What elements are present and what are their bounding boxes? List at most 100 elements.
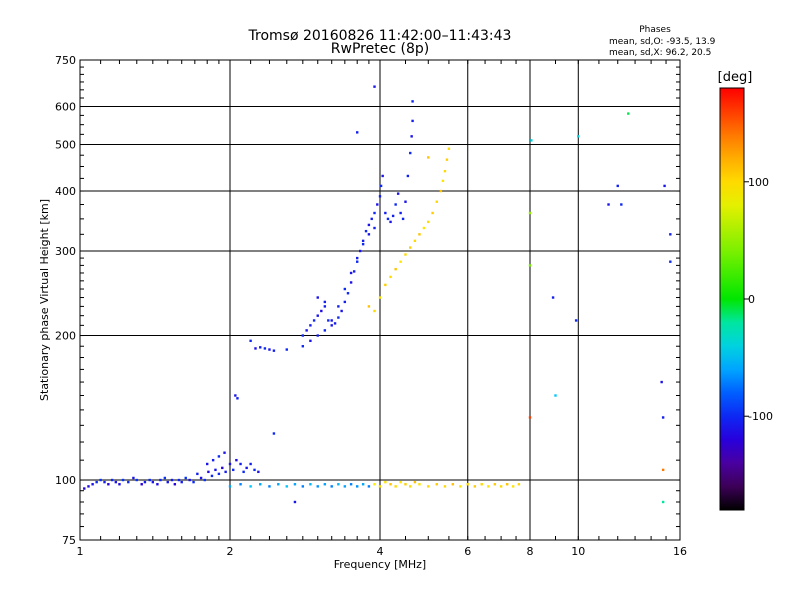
data-point [358,249,362,253]
data-point [203,478,206,482]
data-point [427,220,430,224]
data-point [373,211,376,215]
data-point [95,480,98,484]
data-point [384,283,387,287]
x-tick-label: 4 [377,545,384,558]
x-tick-label: 2 [227,545,234,558]
data-point [228,485,232,488]
data-point [343,287,347,291]
data-point [259,483,262,486]
data-point [551,296,555,299]
data-point [253,468,256,472]
data-point [391,214,395,218]
x-axis-label: Frequency [MHz] [334,558,426,571]
stats-header: Phases [639,25,671,35]
data-point [214,468,217,472]
data-point [466,483,469,486]
data-point [312,319,316,322]
data-point [389,220,392,224]
y-tick-label: 600 [55,101,76,114]
data-point [574,319,578,322]
data-point [364,229,368,233]
x-tick-label: 8 [527,545,534,558]
data-point [418,483,421,486]
data-point [343,300,347,304]
data-point [337,483,340,486]
data-point [140,483,143,486]
data-point [337,305,340,308]
data-point [305,329,308,332]
data-point [159,478,162,482]
data-point [236,397,239,400]
data-point [554,394,557,397]
data-point [394,267,397,271]
data-point [257,470,260,474]
data-point [661,416,665,419]
data-point [431,211,434,215]
data-point [401,217,405,221]
data-point [99,478,102,482]
data-point [177,478,181,482]
data-point [620,203,623,206]
data-point [285,485,288,488]
data-point [669,260,672,263]
y-tick-label: 300 [55,245,76,258]
data-point [221,466,224,470]
data-point [217,472,221,476]
colorbar [719,87,745,511]
data-point [409,151,412,155]
data-point [367,485,371,488]
data-point [451,483,455,486]
data-point [268,348,271,351]
data-point [301,485,305,488]
x-tick-label: 1 [77,545,84,558]
data-point [166,480,169,484]
data-point [376,203,379,206]
data-point [480,483,483,486]
data-point [505,483,509,486]
data-point [355,256,359,260]
data-point [409,485,412,488]
data-point [346,292,350,295]
x-tick-label: 10 [571,545,585,558]
data-point [445,158,449,161]
data-point [355,131,359,134]
data-point [406,174,410,178]
data-point [349,483,353,486]
chart-title: Tromsø 20160826 11:42:00–11:43:43 [248,28,512,44]
data-point [323,300,327,304]
data-point [180,480,183,484]
data-point [309,339,312,343]
data-point [411,119,414,123]
y-tick-label: 100 [55,474,76,487]
data-point [386,217,390,221]
data-point [163,476,167,480]
data-point [188,478,191,482]
data-point [249,339,252,343]
data-point [316,485,319,488]
data-point [404,253,407,256]
data-point [316,314,319,317]
data-point [443,169,447,173]
data-point [427,485,430,488]
data-point [235,458,238,462]
data-point [389,275,392,279]
colorbar-tick-label: 0 [748,293,755,306]
data-point [459,485,462,488]
data-point [394,485,397,488]
data-point [323,305,327,308]
data-point [239,462,242,466]
data-point [607,203,610,206]
data-point [151,480,155,484]
data-point [239,483,242,486]
data-point [410,135,413,138]
data-point [309,324,312,327]
data-point [340,309,343,313]
data-point [316,334,319,337]
data-point [378,195,382,198]
data-point [263,347,267,350]
chart-subtitle: RwPretec (8p) [331,41,429,57]
data-point [528,416,532,419]
data-point [268,485,271,488]
data-point [370,217,373,221]
